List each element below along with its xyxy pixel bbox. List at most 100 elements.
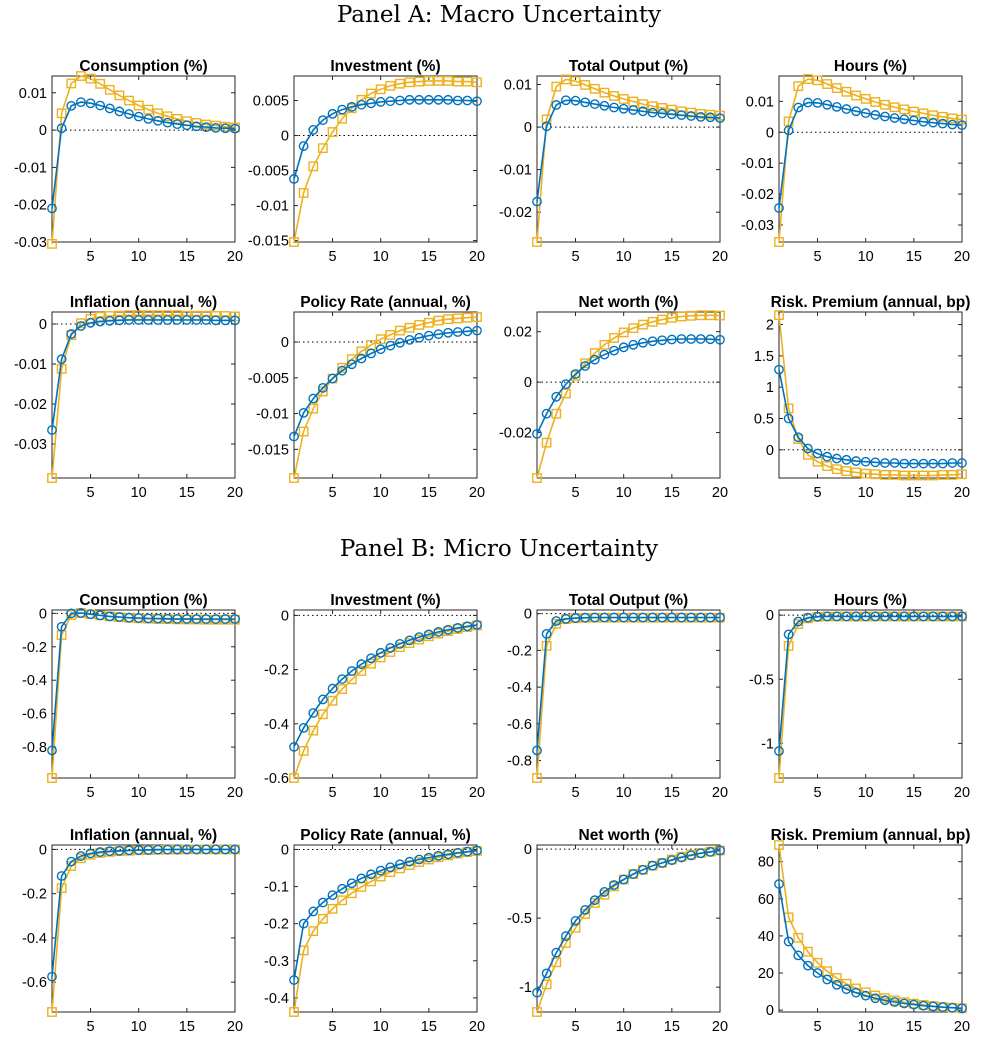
circle-marker	[908, 999, 919, 1010]
subplot-title: Policy Rate (annual, %)	[300, 294, 471, 311]
circle-marker	[85, 848, 96, 859]
x-tick-label: 10	[858, 785, 874, 801]
circle-marker	[676, 852, 687, 863]
circle-marker	[114, 106, 125, 117]
y-tick-label: -0.6	[264, 771, 289, 787]
y-tick-label: -0.2	[22, 887, 47, 903]
subplot: 5 10 15 20 -0.02 0 0.02 Net worth (%)	[499, 294, 728, 501]
circle-marker	[172, 119, 183, 130]
circle-marker	[162, 844, 173, 855]
square-marker	[695, 108, 706, 119]
circle-marker	[551, 391, 562, 402]
circle-marker	[181, 844, 192, 855]
circle-marker	[298, 722, 309, 733]
y-tick-label: -0.2	[507, 643, 532, 659]
circle-marker	[957, 1003, 967, 1014]
subplot-title: Total Output (%)	[569, 592, 688, 609]
square-marker	[618, 94, 629, 104]
circle-marker	[47, 745, 57, 756]
y-tick-label: -0.4	[264, 717, 289, 733]
series-line-circle	[536, 338, 721, 435]
circle-marker	[433, 94, 444, 105]
circle-marker	[472, 325, 482, 336]
subplot-title: Risk. Premium (annual, bp)	[771, 827, 971, 844]
circle-marker	[657, 108, 668, 119]
x-tick-label: 10	[131, 785, 147, 801]
circle-marker	[423, 94, 434, 105]
x-tick-label: 15	[906, 785, 922, 801]
square-marker	[423, 76, 434, 86]
circle-marker	[899, 611, 910, 622]
circle-marker	[172, 844, 183, 855]
x-tick-label: 5	[571, 249, 579, 265]
circle-marker	[928, 458, 939, 469]
circle-marker	[947, 458, 958, 468]
circle-marker	[937, 118, 948, 129]
square-marker	[957, 114, 967, 125]
circle-marker	[124, 109, 134, 119]
x-tick-label: 10	[373, 1019, 389, 1035]
square-marker	[609, 333, 619, 343]
axes-box	[293, 75, 478, 243]
circle-marker	[715, 845, 725, 856]
circle-marker	[375, 97, 386, 107]
circle-marker	[695, 612, 706, 623]
circle-marker	[95, 100, 106, 111]
circle-marker	[638, 337, 648, 348]
square-marker	[628, 323, 639, 334]
square-marker	[541, 114, 552, 125]
square-marker	[104, 84, 115, 95]
series-line-square	[778, 844, 963, 1010]
square-marker	[532, 773, 542, 783]
circle-marker	[609, 880, 619, 890]
circle-marker	[638, 106, 648, 117]
square-marker	[404, 322, 415, 333]
circle-marker	[783, 629, 794, 640]
subplot: 5 10 15 20 -0.015 -0.01 -0.005 0 0.005 Investment…	[248, 58, 485, 265]
circle-marker	[880, 611, 890, 622]
x-tick-label: 15	[664, 785, 680, 801]
circle-marker	[851, 987, 861, 998]
circle-marker	[423, 330, 434, 341]
square-marker	[385, 80, 396, 91]
square-marker	[375, 84, 386, 95]
square-marker	[860, 987, 871, 998]
square-marker	[589, 83, 600, 94]
y-tick-label: 0	[281, 842, 289, 858]
square-marker	[462, 312, 473, 323]
y-tick-label: 80	[758, 855, 774, 871]
circle-marker	[414, 94, 425, 105]
circle-marker	[327, 108, 338, 119]
circle-marker	[191, 614, 202, 624]
square-marker	[317, 143, 328, 154]
square-marker	[831, 973, 842, 983]
circle-marker	[298, 407, 309, 418]
y-tick-label: -1	[761, 736, 774, 752]
y-tick-label: 0	[524, 607, 532, 623]
circle-marker	[618, 342, 629, 353]
circle-marker	[220, 614, 231, 624]
y-tick-label: 0.01	[19, 86, 47, 102]
circle-marker	[860, 456, 871, 467]
x-tick-label: 15	[421, 1019, 437, 1035]
circle-marker	[705, 334, 716, 345]
axes-box	[536, 844, 721, 1013]
circle-marker	[462, 326, 473, 337]
square-marker	[851, 90, 861, 101]
square-marker	[638, 99, 648, 109]
subplot-title: Investment (%)	[330, 592, 440, 609]
y-tick-label: 0	[39, 606, 47, 622]
circle-marker	[317, 897, 328, 908]
circle-marker	[346, 101, 357, 112]
y-tick-label: -0.4	[264, 991, 289, 1007]
circle-marker	[172, 613, 183, 624]
circle-marker	[831, 611, 842, 622]
y-tick-label: -0.01	[256, 407, 289, 423]
circle-marker	[532, 745, 542, 756]
square-marker	[75, 71, 86, 81]
circle-marker	[414, 632, 425, 642]
circle-marker	[289, 975, 299, 985]
y-tick-label: -0.4	[507, 680, 532, 696]
circle-marker	[783, 936, 794, 947]
square-marker	[289, 237, 299, 247]
